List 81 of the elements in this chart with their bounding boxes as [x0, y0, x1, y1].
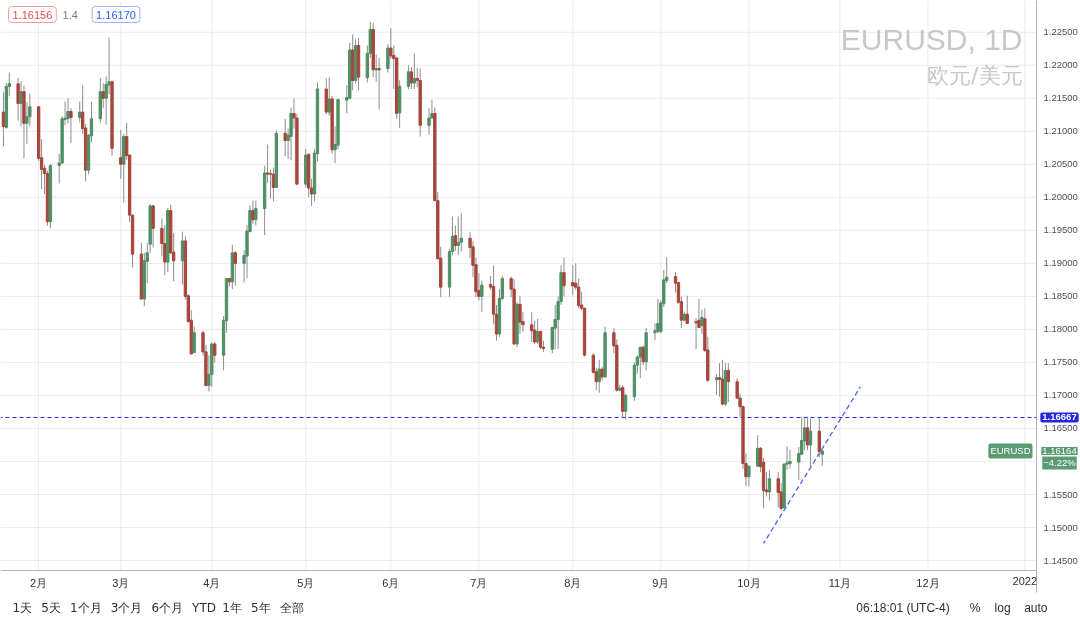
text: 06:18:01 (UTC-4)	[856, 600, 950, 615]
candlestick	[767, 469, 772, 501]
text: 1个月	[69, 600, 102, 615]
candlestick	[406, 64, 411, 90]
candlestick	[802, 416, 807, 451]
y-tick-label: 1.17000	[1043, 389, 1078, 401]
x-tick-label: 6月	[382, 576, 400, 589]
y-tick-label: 1.22000	[1043, 59, 1078, 71]
y-tick-label: 1.17500	[1043, 356, 1078, 368]
y-tick-label: 1.15000	[1043, 521, 1078, 533]
y-tick-label: 1.15500	[1043, 488, 1078, 500]
x-tick-label: 12月	[916, 576, 940, 589]
candlestick	[213, 341, 217, 363]
y-tick-label: 1.20500	[1043, 158, 1078, 170]
candlestick	[16, 77, 20, 122]
x-tick-label: 7月	[470, 576, 488, 589]
x-tick-label: 2022	[1012, 574, 1038, 587]
x-tick-label: 10月	[737, 576, 761, 589]
candlestick	[571, 264, 575, 296]
text: 6个月	[151, 600, 184, 615]
annotation: 1.4	[62, 8, 78, 21]
x-tick-label: 3月	[112, 576, 130, 589]
candlestick	[756, 434, 760, 468]
candlestick	[119, 129, 123, 180]
annotation: 1.16156	[12, 8, 53, 21]
candlestick	[192, 325, 196, 354]
text: −4.22%	[1043, 457, 1077, 469]
candlestick	[623, 392, 628, 421]
text: 1年	[222, 600, 242, 615]
candlestick	[78, 101, 82, 124]
candlestick	[151, 204, 155, 249]
y-tick-label: 1.18000	[1043, 323, 1078, 335]
y-tick-label: 1.20000	[1043, 191, 1078, 203]
candlestick	[808, 418, 813, 470]
x-tick-label: 8月	[564, 576, 582, 589]
ref-line-label: 1.16667	[1042, 411, 1077, 423]
text: 5天	[41, 600, 61, 615]
x-tick-label: 5月	[297, 576, 315, 589]
candlestick	[101, 82, 105, 109]
y-tick-label: 1.16500	[1043, 422, 1078, 434]
text: 3个月	[110, 600, 143, 615]
candlestick	[714, 373, 719, 396]
candlestick	[268, 169, 273, 200]
candlestick	[180, 231, 185, 286]
candlestick	[324, 77, 328, 115]
text: 1天	[12, 600, 33, 615]
y-tick-label: 1.21000	[1043, 125, 1078, 137]
candlestick	[251, 200, 255, 225]
annotation: EURUSD	[990, 445, 1031, 457]
text: %	[969, 600, 981, 615]
candlestick	[377, 57, 381, 110]
candlestick	[456, 215, 461, 256]
text: YTD	[191, 600, 217, 615]
y-tick-label: 1.19500	[1043, 224, 1078, 236]
candlestick	[530, 311, 534, 343]
candlestick	[1, 91, 6, 147]
candlestick	[254, 200, 258, 227]
text: log	[994, 600, 1011, 615]
candlestick	[776, 471, 780, 508]
candlestick	[283, 118, 287, 157]
candlestick	[535, 318, 540, 345]
y-tick-label: 1.21500	[1043, 92, 1078, 104]
text: 5年	[250, 600, 271, 615]
candlestick	[233, 250, 237, 287]
candlestick	[788, 449, 792, 470]
x-tick-label: 2月	[30, 576, 48, 589]
y-tick-label: 1.19000	[1043, 257, 1078, 269]
x-tick-label: 9月	[652, 576, 670, 589]
text: 1.16164	[1042, 444, 1077, 456]
annotation: 1.16170	[96, 8, 136, 21]
y-tick-label: 1.14500	[1043, 554, 1078, 566]
text: 全部	[279, 600, 304, 615]
candlestick	[459, 212, 463, 252]
x-tick-label: 4月	[203, 576, 221, 589]
candlestick	[726, 362, 731, 403]
candlestick	[412, 52, 416, 90]
x-tick-label: 11月	[828, 576, 852, 589]
y-tick-label: 1.18500	[1043, 290, 1078, 302]
candlestick	[817, 417, 821, 458]
text: auto	[1024, 600, 1048, 615]
y-tick-label: 1.22500	[1043, 26, 1078, 38]
